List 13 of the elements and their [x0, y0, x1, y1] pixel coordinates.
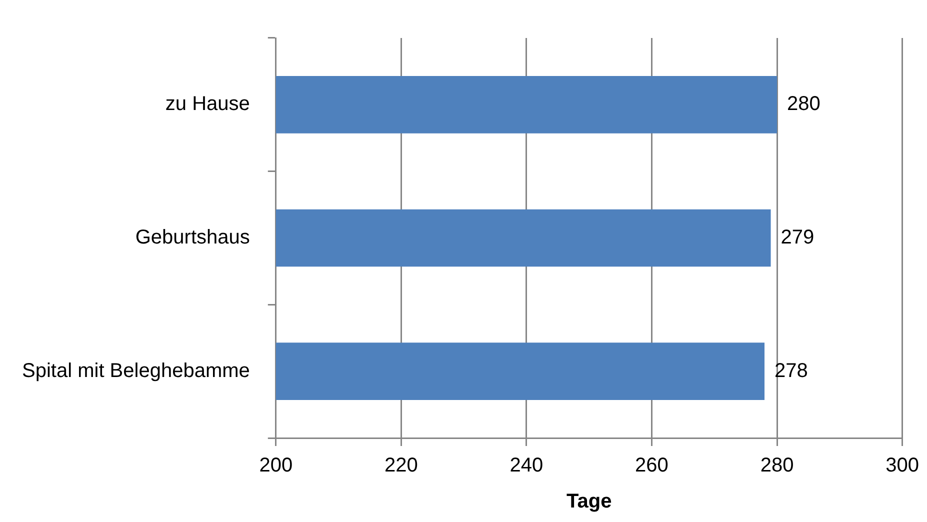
- x-tick-label: 260: [635, 454, 668, 477]
- y-tick-label: Spital mit Beleghebamme: [22, 360, 250, 382]
- x-tick-label: 300: [886, 454, 920, 477]
- x-axis-title: Tage: [566, 490, 612, 513]
- x-tick-label: 240: [510, 454, 544, 477]
- data-label: 278: [774, 360, 808, 382]
- y-tick-label: zu Hause: [165, 93, 250, 116]
- x-tick-label: 220: [384, 454, 418, 477]
- x-tick-label: 200: [259, 454, 293, 477]
- x-tick-label: 280: [760, 454, 794, 477]
- data-label: 279: [780, 226, 814, 249]
- data-label: 280: [787, 93, 820, 116]
- y-tick-label: Geburtshaus: [135, 226, 250, 249]
